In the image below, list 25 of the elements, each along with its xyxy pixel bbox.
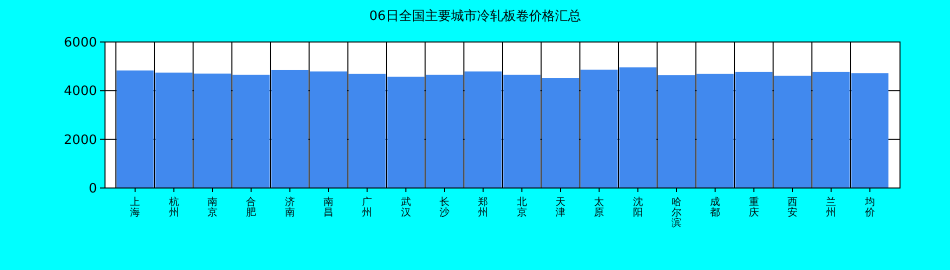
x-tick-label: 郑州: [478, 196, 488, 218]
x-tick-label: 上海: [130, 196, 140, 218]
y-tick-label: 6000: [64, 36, 97, 51]
x-tick-label: 太原: [594, 196, 604, 218]
x-tick-label: 西安: [788, 197, 798, 218]
x-tick-label: 成都: [710, 196, 720, 218]
x-tick-label: 南昌: [323, 196, 334, 218]
x-tick-label: 南京: [207, 196, 218, 218]
x-tick-label: 沈阳: [632, 196, 643, 218]
y-tick-label: 2000: [64, 132, 97, 148]
x-tick-label: 长沙: [440, 196, 450, 218]
x-tick-label: 重庆: [748, 196, 759, 218]
x-tick-label: 武汉: [400, 196, 411, 218]
y-tick-label: 0: [88, 182, 97, 197]
x-tick-label: 合肥: [246, 196, 256, 218]
y-tick-label: 4000: [64, 84, 97, 100]
x-tick-label: 济南: [284, 196, 295, 218]
x-tick-label: 天津: [556, 197, 566, 218]
x-tick-label: 广州: [362, 196, 372, 218]
chart-title: 06日全国主要城市冷轧板卷价格汇总: [369, 8, 581, 24]
x-tick-label: 兰州: [826, 196, 836, 218]
x-tick-label: 北京: [516, 196, 527, 218]
x-tick-label: 均价: [864, 196, 875, 218]
x-tick-label: 哈尔滨: [672, 196, 682, 229]
x-tick-label: 杭州: [168, 196, 179, 218]
